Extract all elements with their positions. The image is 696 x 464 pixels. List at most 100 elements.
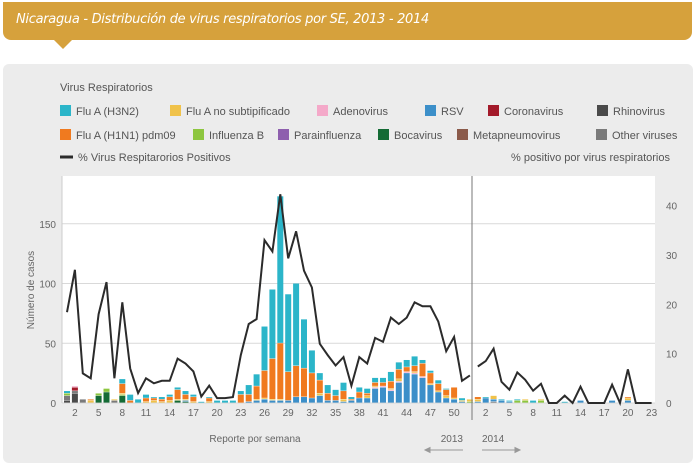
- bar-segment: [522, 400, 529, 403]
- bar-segment: [222, 400, 228, 403]
- x-tick-label: 17: [599, 408, 611, 419]
- legend-item-label: Flu A (H1N1) pdm09: [76, 130, 176, 142]
- bar-segment: [119, 395, 126, 403]
- bar-segment: [395, 379, 402, 382]
- bar-segment: [135, 399, 142, 403]
- bar-segment: [261, 399, 268, 403]
- bar-segment: [427, 385, 434, 403]
- legend-line-label: % Virus Respitarorios Positivos: [78, 152, 231, 164]
- bar-segment: [79, 399, 86, 403]
- y-tick-label: 100: [39, 280, 56, 291]
- bar-segment: [395, 362, 402, 370]
- bar-segment: [285, 371, 292, 401]
- bar-segment: [459, 398, 465, 401]
- x-tick-label: 11: [552, 408, 563, 419]
- bar-segment: [150, 397, 157, 398]
- bar-segment: [490, 395, 497, 400]
- bar-segment: [206, 397, 213, 398]
- bar-segment: [245, 401, 252, 403]
- bar-segment: [348, 399, 355, 401]
- legend-item-label: Metapneumovirus: [473, 130, 561, 142]
- bar-segment: [435, 391, 442, 392]
- y2-tick-label: 0: [666, 399, 672, 410]
- legend: Flu A (H3N2) Flu A no subtipificado Adenov…: [60, 105, 678, 142]
- bar-segment: [111, 399, 118, 401]
- bar-segment: [387, 381, 394, 389]
- bar-segment: [245, 394, 252, 402]
- bar-segment: [387, 391, 394, 403]
- bar-segment: [293, 365, 300, 397]
- bar-segment: [403, 367, 410, 372]
- bar-segment: [308, 398, 315, 403]
- bar-segment: [119, 394, 126, 396]
- bar-segment: [364, 395, 371, 398]
- bar-segment: [143, 394, 149, 398]
- bar-segment: [387, 389, 394, 391]
- bar-segment: [380, 387, 386, 403]
- bar-segment: [474, 397, 481, 400]
- bar-segment: [293, 283, 300, 366]
- bar-segment: [64, 391, 70, 394]
- bar-segment: [419, 359, 426, 364]
- bar-segment: [372, 386, 379, 388]
- bar-segment: [190, 401, 197, 403]
- bar-segment: [182, 399, 189, 401]
- bar-segment: [332, 395, 339, 401]
- bar-segment: [395, 381, 402, 383]
- bar-segment: [419, 377, 426, 403]
- bar-segment: [538, 399, 544, 401]
- bar-segment: [308, 373, 315, 398]
- bar-segment: [269, 358, 276, 400]
- bar-segment: [174, 387, 181, 390]
- bar-segment: [277, 343, 284, 400]
- bar-segment: [253, 400, 260, 403]
- x-tick-label: 23: [646, 408, 658, 419]
- bar-segment: [237, 394, 244, 403]
- bar-segment: [577, 400, 584, 403]
- bar-segment: [340, 382, 347, 391]
- bar-segment: [166, 400, 173, 403]
- bar-segment: [561, 401, 568, 403]
- bar-segment: [214, 400, 221, 403]
- year-2013-label: 2013: [441, 434, 464, 445]
- legend-swatch: [457, 129, 468, 140]
- bar-segment: [269, 399, 276, 401]
- bar-segment: [174, 400, 181, 403]
- bar-segment: [301, 368, 307, 397]
- bar-segment: [158, 397, 165, 400]
- bar-segment: [514, 400, 521, 403]
- bar-segment: [103, 392, 110, 403]
- bar-segment: [143, 398, 149, 402]
- bar-segment: [71, 387, 78, 391]
- bar-segment: [419, 363, 426, 377]
- percent-positive-line: [66, 194, 652, 407]
- bar-segment: [459, 401, 465, 403]
- bar-segment: [411, 365, 418, 372]
- legend-item-label: Flu A (H3N2): [76, 106, 139, 118]
- bar-segment: [466, 401, 473, 403]
- bar-segment: [277, 196, 284, 343]
- bar-segment: [356, 398, 363, 403]
- bar-segment: [482, 397, 489, 398]
- legend-swatch: [170, 105, 181, 116]
- bar-segment: [71, 391, 78, 394]
- bar-segment: [403, 373, 410, 403]
- bar-segment: [245, 385, 252, 395]
- bar-segment: [71, 393, 78, 403]
- bar-segment: [301, 319, 307, 368]
- legend-item-label: Rhinovirus: [613, 106, 665, 118]
- legend-item-label: Flu A no subtipificado: [186, 106, 290, 118]
- bar-segment: [324, 400, 331, 403]
- chart-title: Nicaragua - Distribución de virus respir…: [16, 12, 429, 27]
- bar-segment: [411, 374, 418, 403]
- bar-segment: [395, 382, 402, 403]
- bar-segment: [340, 401, 347, 403]
- y-tick-label: 50: [45, 339, 57, 350]
- legend-swatch: [278, 129, 289, 140]
- bar-segment: [348, 397, 355, 400]
- bar-segment: [459, 400, 465, 402]
- legend-swatch: [193, 129, 204, 140]
- bar-segment: [206, 398, 213, 402]
- legend-item-label: Other viruses: [612, 130, 678, 142]
- legend-item-label: Bocavirus: [394, 130, 443, 142]
